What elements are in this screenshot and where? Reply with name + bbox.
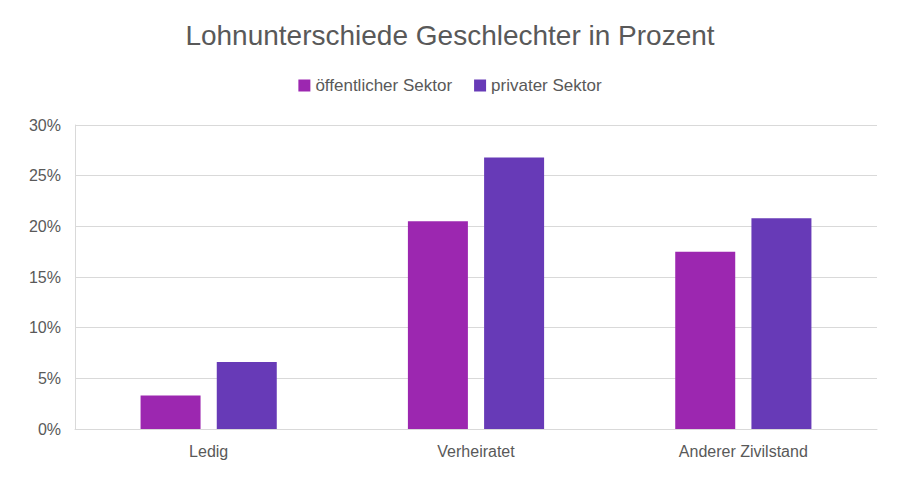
svg-text:10%: 10% — [29, 319, 61, 336]
svg-text:30%: 30% — [29, 117, 61, 134]
svg-text:Ledig: Ledig — [189, 443, 228, 460]
svg-text:0%: 0% — [38, 421, 61, 438]
svg-text:5%: 5% — [38, 370, 61, 387]
svg-text:privater Sektor: privater Sektor — [491, 76, 602, 95]
svg-text:öffentlicher Sektor: öffentlicher Sektor — [315, 76, 452, 95]
svg-text:20%: 20% — [29, 218, 61, 235]
svg-text:Lohnunterschiede Geschlechter: Lohnunterschiede Geschlechter in Prozent — [185, 20, 714, 51]
svg-text:15%: 15% — [29, 269, 61, 286]
svg-text:25%: 25% — [29, 167, 61, 184]
svg-text:Anderer Zivilstand: Anderer Zivilstand — [679, 443, 808, 460]
svg-text:Verheiratet: Verheiratet — [437, 443, 515, 460]
